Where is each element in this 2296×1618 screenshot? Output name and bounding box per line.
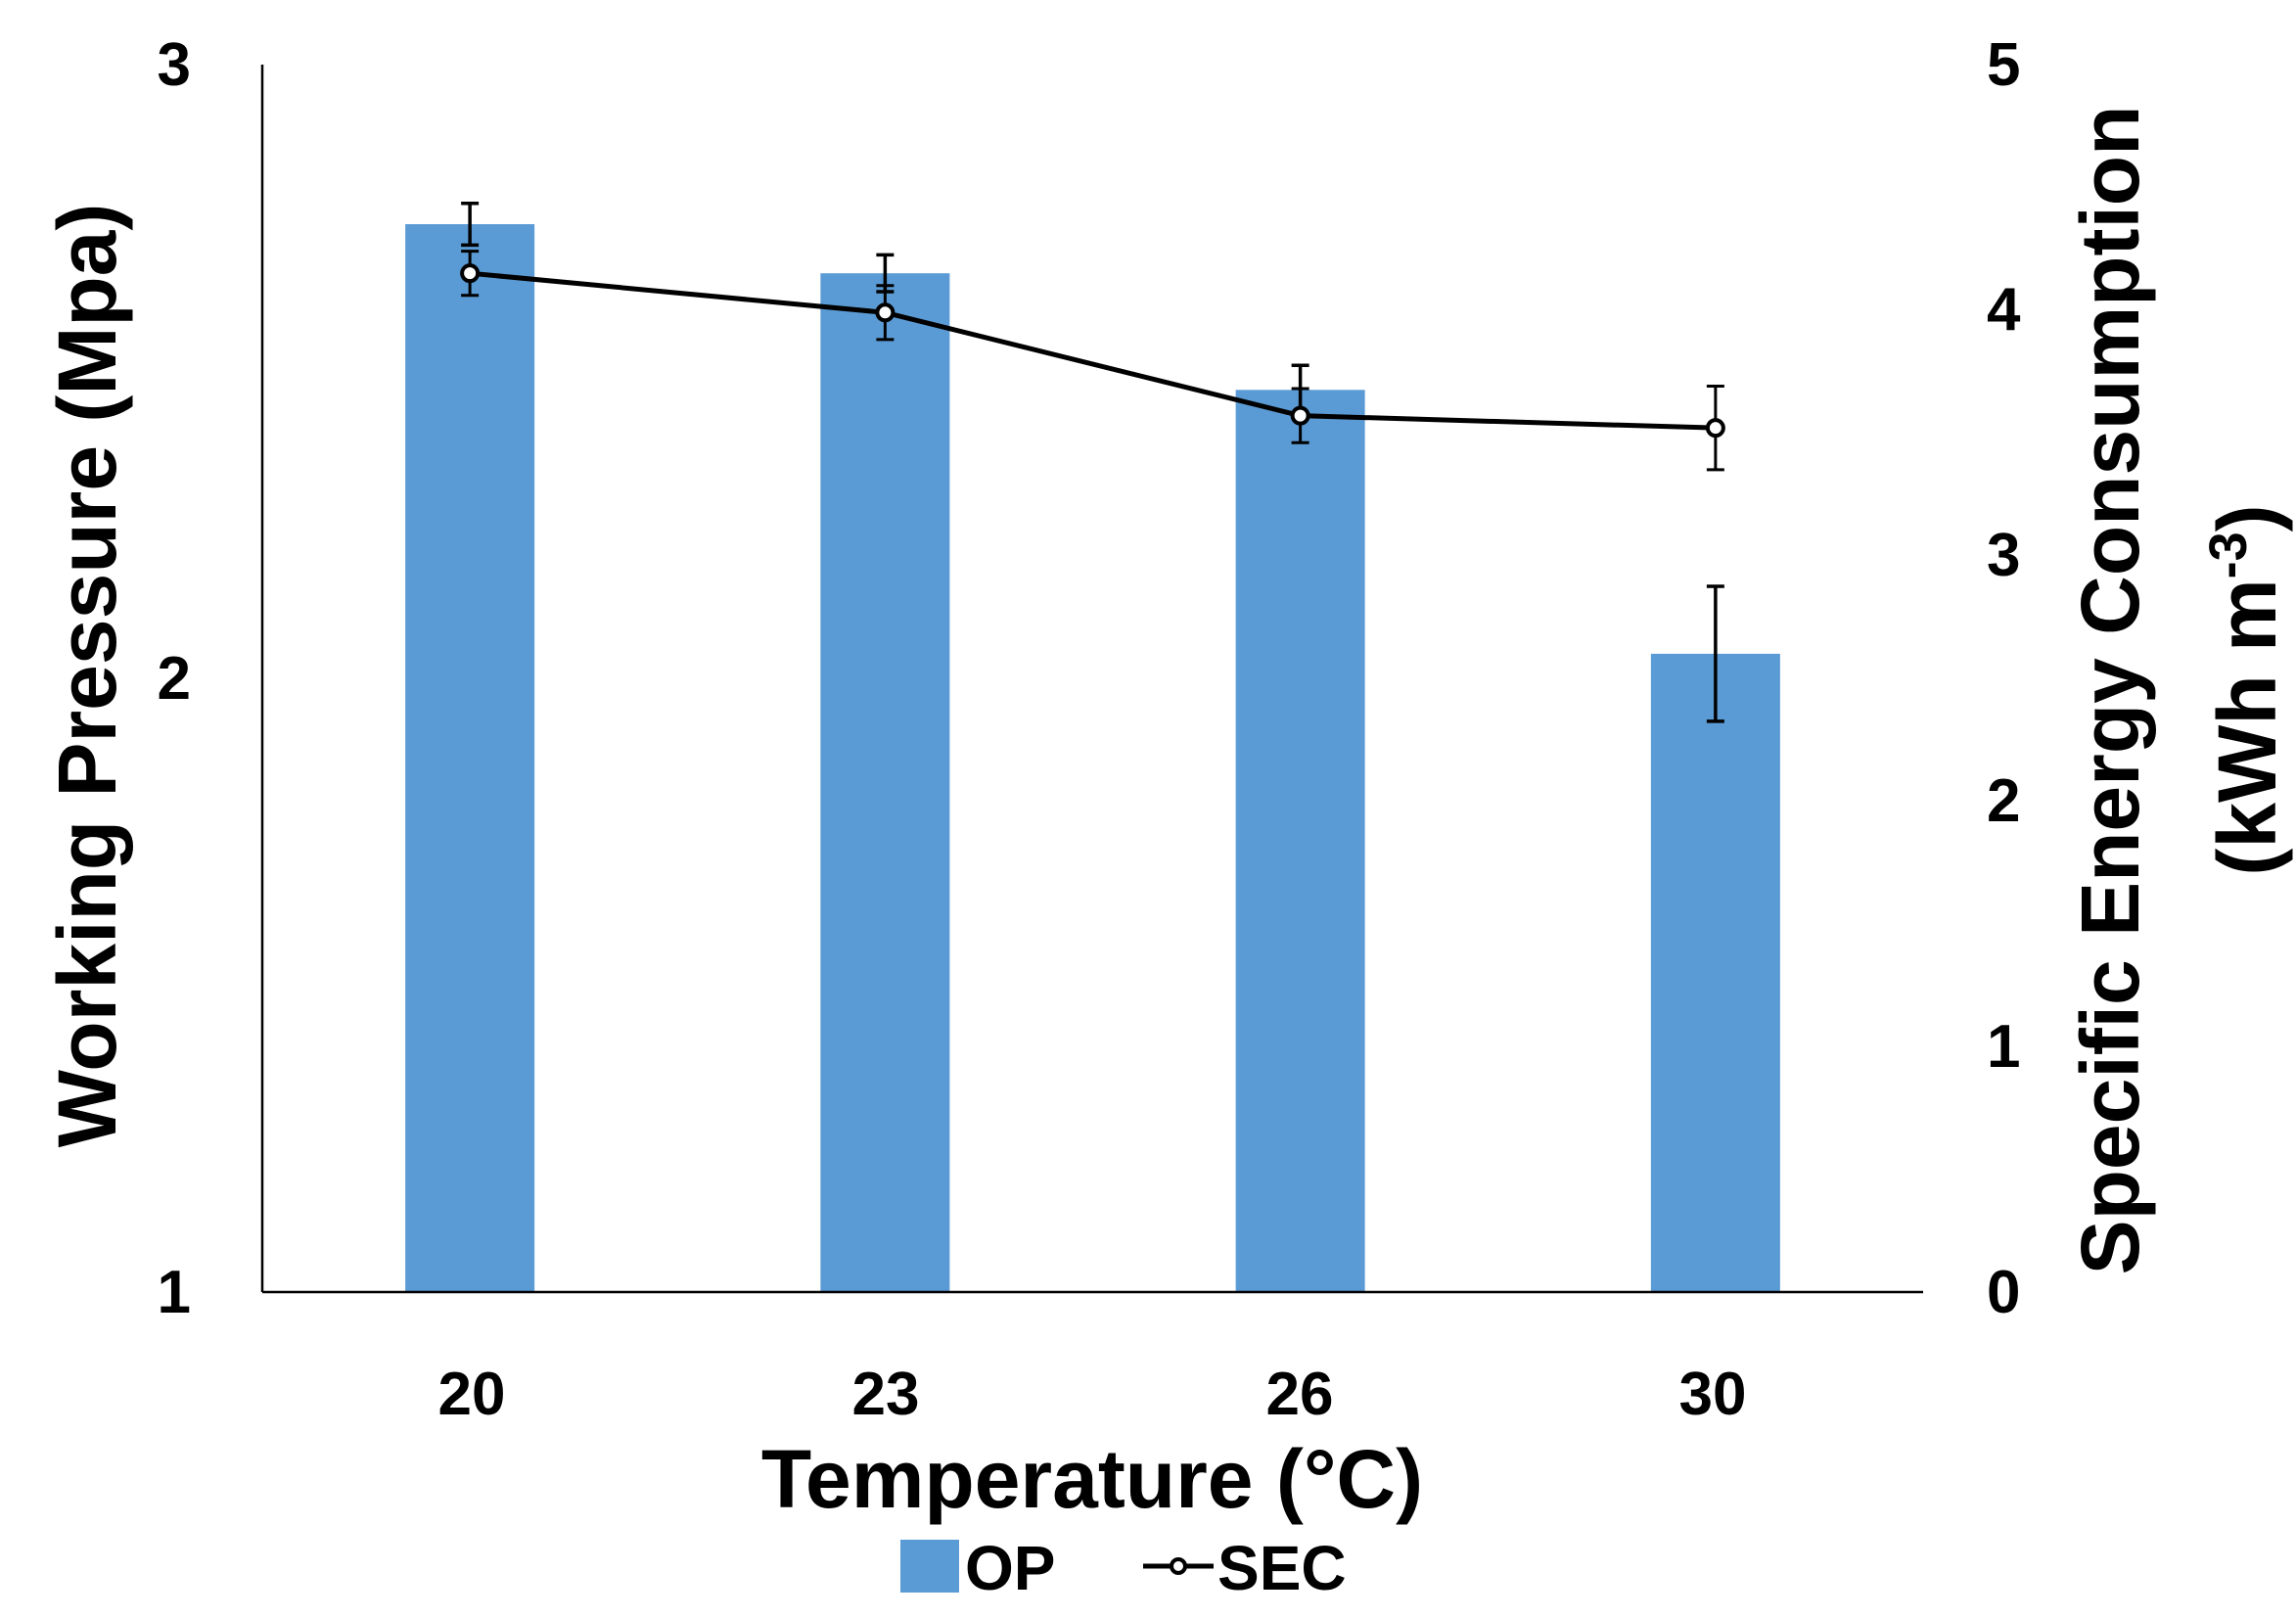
- right-axis-title-superscript: -3: [2199, 532, 2258, 578]
- legend-sec-label: SEC: [1217, 1533, 1347, 1603]
- right-axis-title-line1: Specific Energy Consumption: [2064, 106, 2156, 1275]
- right-axis-title-prefix: (kWh m: [2201, 578, 2293, 875]
- right-axis-title-line2: (kWh m-3): [2199, 504, 2293, 875]
- sec-point-1: [875, 302, 895, 323]
- right-tick-label-2: 2: [1987, 767, 2020, 835]
- sec-line: [469, 270, 1716, 431]
- legend-op-swatch: [900, 1540, 959, 1593]
- right-tick-label-1: 1: [1987, 1013, 2020, 1081]
- x-tick-label-0: 20: [438, 1361, 506, 1428]
- right-tick-label-5: 5: [1987, 31, 2020, 99]
- sec-point-2: [1290, 405, 1310, 426]
- sec-point-3: [1705, 418, 1725, 439]
- op-bar-0: [405, 224, 535, 1292]
- op-bar-2: [1235, 390, 1365, 1292]
- legend-op-label: OP: [965, 1533, 1055, 1603]
- x-tick-label-3: 30: [1679, 1361, 1747, 1428]
- right-axis-title-suffix: ): [2201, 504, 2293, 532]
- left-axis-title: Working Pressure (Mpa): [41, 204, 133, 1148]
- legend: OP SEC: [900, 1533, 1347, 1603]
- x-axis-title: Temperature (°C): [761, 1433, 1423, 1525]
- right-tick-label-3: 3: [1987, 522, 2020, 589]
- sec-point-0: [460, 263, 481, 284]
- x-tick-label-1: 23: [852, 1361, 920, 1428]
- op-bar-1: [820, 273, 950, 1293]
- left-tick-label-2: 3: [158, 31, 191, 99]
- x-tick-label-2: 26: [1266, 1361, 1334, 1428]
- op-bar-3: [1650, 653, 1780, 1292]
- right-tick-label-0: 0: [1987, 1259, 2020, 1326]
- plot-area: [405, 201, 1780, 1293]
- right-tick-label-4: 4: [1987, 276, 2021, 344]
- legend-sec-marker: [1170, 1557, 1187, 1575]
- left-tick-label-1: 2: [158, 645, 191, 713]
- left-tick-label-0: 1: [158, 1259, 191, 1326]
